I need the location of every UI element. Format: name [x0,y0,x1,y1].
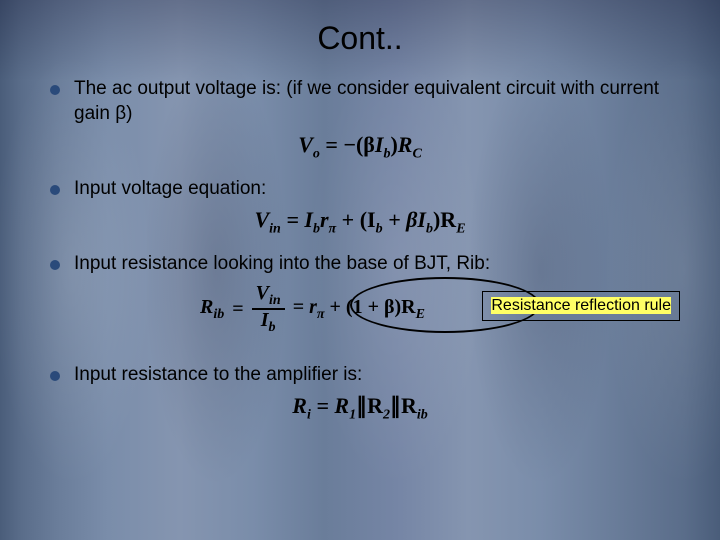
bullet-item: Input voltage equation: [50,177,670,202]
bullet-item: The ac output voltage is: (if we conside… [50,77,670,126]
eq-sym: + (I [336,207,375,232]
eq-sub: in [269,222,281,237]
slide-title: Cont.. [50,20,670,57]
bullet-icon [50,185,60,195]
eq-sym: = I [281,207,313,232]
eq-sub: π [329,222,337,237]
eq-sym: V [298,132,313,157]
bullet-icon [50,371,60,381]
equation-vin: Vin = Ibrπ + (Ib + βIb)RE [50,207,670,237]
eq-sym: R [292,393,307,418]
equation-rib: Rib = Vin Ib = rπ + (1 + β)RE [200,283,425,336]
eq-sub: 1 [349,408,356,423]
bullet-icon [50,85,60,95]
eq-sub: in [269,293,281,308]
eq-sub: E [416,307,425,322]
eq-sym: ∥R [390,393,417,418]
eq-sym: + βI [383,207,426,232]
eq-sym: R [200,296,213,318]
eq-sub: ib [213,307,224,322]
eq-sym: )R [433,207,456,232]
equation-ri: Ri = R1∥R2∥Rib [50,393,670,423]
eq-sub: π [317,307,325,322]
eq-sub: ib [417,408,428,423]
eq-sub: b [313,222,320,237]
eq-sym: r [320,207,329,232]
eq-sub: E [456,222,465,237]
eq-sym: ∥R [356,393,383,418]
eq-sub: 2 [383,408,390,423]
eq-sym: V [256,282,269,304]
eq-sym: = r [293,296,317,318]
eq-sym: R [398,132,413,157]
eq-sub: C [412,147,421,162]
eq-sym: V [254,207,269,232]
bullet-text: Input voltage equation: [74,177,266,202]
bullet-text: Input resistance looking into the base o… [74,252,490,277]
bullet-item: Input resistance looking into the base o… [50,252,670,277]
bullet-text: Input resistance to the amplifier is: [74,363,362,388]
bullet-icon [50,260,60,270]
callout-text: Resistance reflection rule [491,297,671,314]
eq-sub: b [376,222,383,237]
callout-box: Resistance reflection rule [482,291,680,321]
bullet-text: The ac output voltage is: (if we conside… [74,77,670,126]
eq-sub: b [426,222,433,237]
slide-content: Cont.. The ac output voltage is: (if we … [0,0,720,540]
eq-sym: ) [390,132,397,157]
eq-sym: I [261,309,269,331]
eq-sym: + (1 + β)R [325,296,416,318]
equation-vo: Vo = −(βIb)RC [50,132,670,162]
fraction: Vin Ib [252,283,285,336]
equation-rib-row: Rib = Vin Ib = rπ + (1 + β)RE Resistance… [50,283,670,347]
eq-sub: o [313,147,320,162]
eq-sym: = R [311,393,349,418]
bullet-item: Input resistance to the amplifier is: [50,363,670,388]
eq-sub: b [269,320,276,335]
eq-sym: = −(β [320,132,375,157]
